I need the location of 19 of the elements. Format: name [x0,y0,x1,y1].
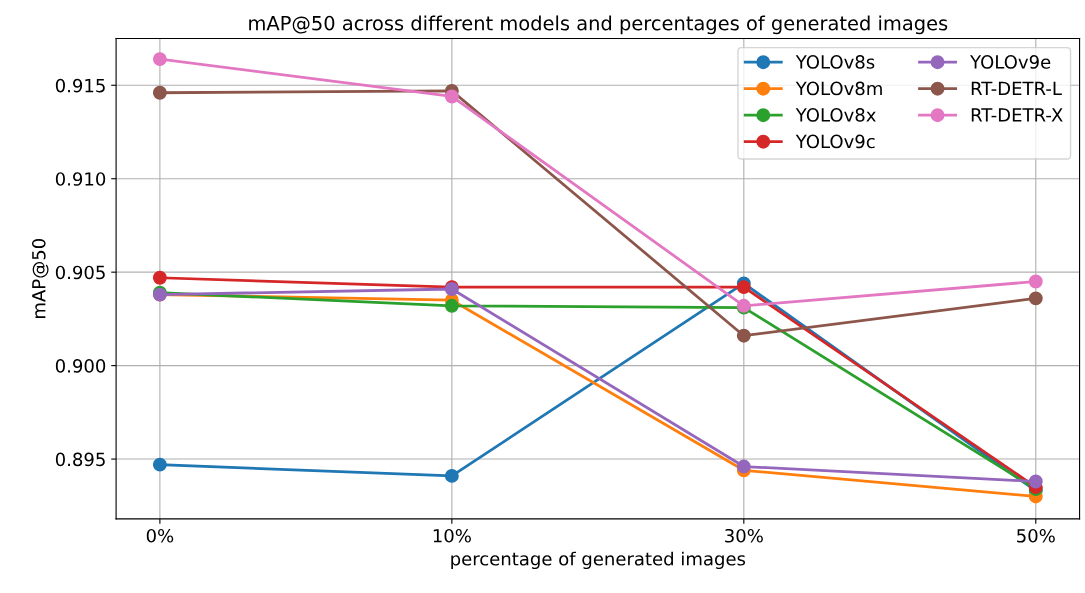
y-tick-label: 0.915 [55,78,105,93]
legend-label: RT-DETR-X [971,108,1063,122]
chart-title: mAP@50 across different models and percentages of generated images [249,15,948,35]
x-tick-label: 50% [1017,528,1055,543]
x-tick-label: 30% [725,528,763,543]
legend-label: YOLOv8m [795,81,882,96]
y-tick-label: 0.905 [55,265,105,280]
y-tick-label: 0.900 [55,359,106,373]
legend-label: YOLOv8x [795,108,876,122]
legend-label: RT-DETR-L [971,81,1062,96]
x-tick-label: 10% [433,528,471,543]
legend-label: YOLOv9e [970,55,1051,69]
legend-label: YOLOv8s [795,55,875,69]
x-tick-label: 0% [146,528,174,543]
y-tick-label: 0.895 [55,452,105,467]
y-axis-title: mAP@50 [31,238,49,318]
y-tick-label: 0.910 [55,172,106,186]
x-axis-title: percentage of generated images [451,551,746,570]
legend-label: YOLOv9c [795,134,875,149]
